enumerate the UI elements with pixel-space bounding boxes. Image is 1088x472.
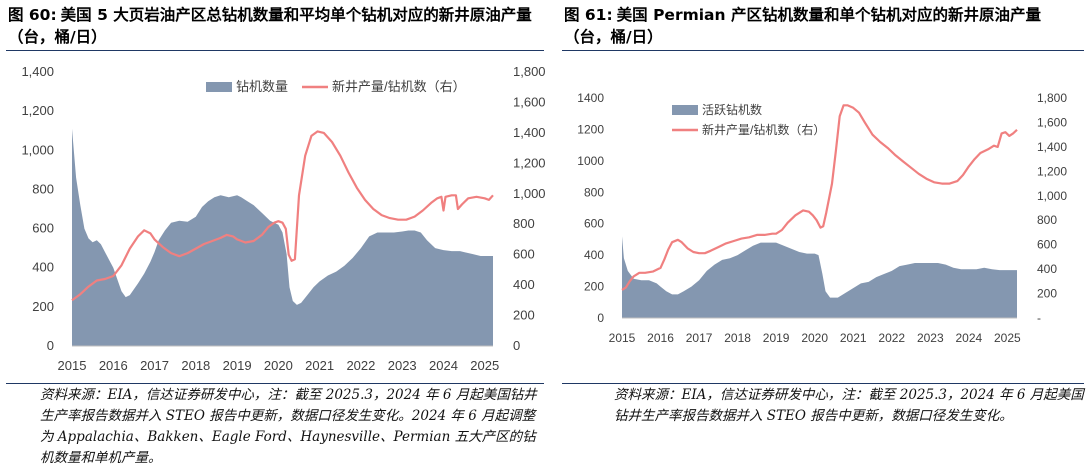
x-tick-label: 2019	[223, 358, 252, 373]
y-left-tick-label: 600	[584, 217, 604, 231]
y-left-tick-label: 0	[597, 311, 604, 325]
y-right-tick-label: 600	[1037, 238, 1057, 252]
title-rule	[6, 50, 544, 51]
y-right-tick-label: 1,400	[1037, 140, 1067, 154]
y-left-tick-label: 1200	[577, 122, 604, 136]
area-series-rig-count	[72, 128, 493, 346]
x-tick-label: 2015	[609, 331, 636, 345]
y-left-tick-label: 1000	[577, 154, 604, 168]
x-tick-label: 2015	[58, 358, 87, 373]
y-right-tick-label: 1,800	[513, 64, 546, 79]
line-series-output-per-rig	[71, 130, 494, 302]
y-right-tick-label: -	[1037, 311, 1041, 325]
y-right-tick-label: 800	[1037, 213, 1057, 227]
y-left-tick-label: 400	[584, 248, 604, 262]
y-right-tick-label: 0	[513, 338, 520, 353]
y-left-tick-label: 600	[32, 221, 54, 236]
source-note: 资料来源：EIA，信达证券研发中心，注：截至 2025.3，2024 年 6 月…	[40, 387, 537, 466]
chart-rig-count-permian: 0 200 400 600 800 1000 1200 1400 - 200 400 600 800 1,…	[577, 91, 1067, 345]
legend-area-swatch	[672, 105, 698, 115]
x-tick-label: 2022	[346, 358, 375, 373]
note-rule	[6, 383, 544, 384]
y-right-tick-label: 1,200	[513, 155, 546, 170]
y-right-tick-label: 1,400	[513, 125, 546, 140]
x-tick-label: 2024	[429, 358, 458, 373]
chart-rig-count-5-basins: 0 200 400 600 800 1,000 1,200 1,400 0 200 400 600 80…	[21, 64, 546, 373]
y-left-tick-label: 1400	[577, 91, 604, 105]
legend-line-label: 新井产量/钻机数（右）	[702, 122, 825, 137]
y-right-tick-label: 1,600	[513, 94, 546, 109]
x-tick-label: 2025	[470, 358, 499, 373]
x-tick-label: 2020	[264, 358, 293, 373]
x-tick-label: 2024	[955, 331, 982, 345]
y-right-tick-label: 1,200	[1037, 164, 1067, 178]
y-left-tick-label: 1,400	[21, 64, 54, 79]
y-left-tick-label: 0	[47, 338, 54, 353]
y-right-tick-label: 1,000	[513, 186, 546, 201]
y-right-tick-label: 1,000	[1037, 189, 1067, 203]
y-right-tick-label: 400	[1037, 262, 1057, 276]
x-tick-label: 2020	[801, 331, 828, 345]
source-note: 资料来源：EIA，信达证券研发中心，注：截至 2025.3，2024 年 6 月…	[614, 387, 1084, 424]
y-left-tick-label: 1,200	[21, 103, 54, 118]
y-right-tick-label: 1,600	[1037, 115, 1067, 129]
legend-area-swatch	[206, 82, 232, 92]
x-tick-label: 2017	[686, 331, 713, 345]
y-left-tick-label: 200	[32, 299, 54, 314]
line-series-output-per-rig	[621, 104, 1018, 291]
figure-number: 图 60:	[8, 6, 57, 24]
x-tick-label: 2018	[724, 331, 751, 345]
figure-caption: 美国 Permian 产区钻机数量和单个钻机对应的新井原油产量（台，桶/日）	[564, 6, 1041, 46]
title-rule	[562, 50, 1084, 51]
figure-60: 图 60: 美国 5 大页岩油产区总钻机数量和平均单个钻机对应的新井原油产量（台，…	[6, 4, 546, 466]
x-tick-label: 2016	[99, 358, 128, 373]
x-tick-label: 2025	[994, 331, 1021, 345]
figure-title: 图 60: 美国 5 大页岩油产区总钻机数量和平均单个钻机对应的新井原油产量（台，…	[8, 4, 544, 48]
note-rule	[562, 383, 1084, 384]
legend-area-label: 活跃钻机数	[702, 102, 762, 117]
x-tick-label: 2016	[647, 331, 674, 345]
y-left-tick-label: 400	[32, 260, 54, 275]
x-tick-label: 2018	[181, 358, 210, 373]
x-tick-label: 2021	[305, 358, 334, 373]
y-left-tick-label: 200	[584, 280, 604, 294]
y-left-tick-label: 800	[584, 185, 604, 199]
y-left-tick-label: 1,000	[21, 142, 54, 157]
legend-line-label: 新井产量/钻机数（右）	[332, 79, 466, 94]
figure-number: 图 61:	[564, 6, 613, 24]
figure-caption: 美国 5 大页岩油产区总钻机数量和平均单个钻机对应的新井原油产量（台，桶/日）	[8, 6, 532, 46]
figure-title: 图 61: 美国 Permian 产区钻机数量和单个钻机对应的新井原油产量（台，桶…	[564, 4, 1084, 48]
y-right-tick-label: 1,800	[1037, 91, 1067, 105]
y-right-tick-label: 600	[513, 247, 535, 262]
legend-area-label: 钻机数量	[236, 79, 288, 94]
x-tick-label: 2022	[878, 331, 905, 345]
y-right-tick-label: 400	[513, 277, 535, 292]
x-tick-label: 2023	[917, 331, 944, 345]
area-series-rig-count	[622, 236, 1017, 318]
x-tick-label: 2021	[840, 331, 867, 345]
y-right-tick-label: 200	[513, 308, 535, 323]
x-tick-label: 2023	[388, 358, 417, 373]
x-tick-label: 2017	[140, 358, 169, 373]
y-right-tick-label: 200	[1037, 287, 1057, 301]
x-tick-label: 2019	[763, 331, 790, 345]
figure-61: 图 61: 美国 Permian 产区钻机数量和单个钻机对应的新井原油产量（台，桶…	[556, 0, 1088, 472]
y-right-tick-label: 800	[513, 216, 535, 231]
y-left-tick-label: 800	[32, 181, 54, 196]
